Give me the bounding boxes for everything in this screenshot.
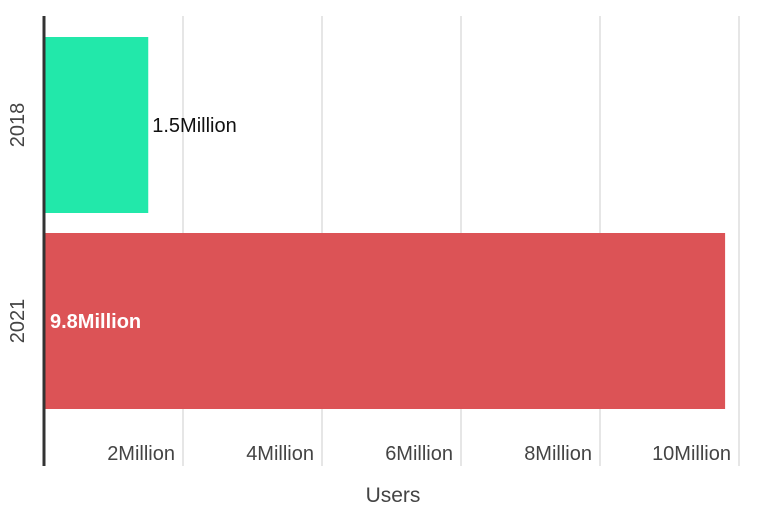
- data-label: 9.8Million: [50, 311, 141, 333]
- y-category-labels: 2018 2021: [7, 103, 29, 344]
- bar-2021: [44, 233, 726, 409]
- x-tick-label: 2Million: [107, 443, 175, 465]
- x-tick-label: 8Million: [524, 443, 592, 465]
- x-tick-labels: 2Million 4Million 6Million 8Million 10Millio…: [107, 443, 731, 465]
- y-category-label: 2021: [7, 299, 29, 344]
- x-tick-label: 6Million: [385, 443, 453, 465]
- x-tick-label: 4Million: [246, 443, 314, 465]
- x-axis-title: Users: [366, 484, 421, 507]
- x-tick-label: 10Million: [652, 443, 731, 465]
- bars: [44, 37, 726, 409]
- y-category-label: 2018: [7, 103, 29, 148]
- data-label: 1.5Million: [152, 115, 236, 137]
- data-labels: 1.5Million 9.8Million: [50, 115, 237, 333]
- bar-2018: [44, 37, 149, 213]
